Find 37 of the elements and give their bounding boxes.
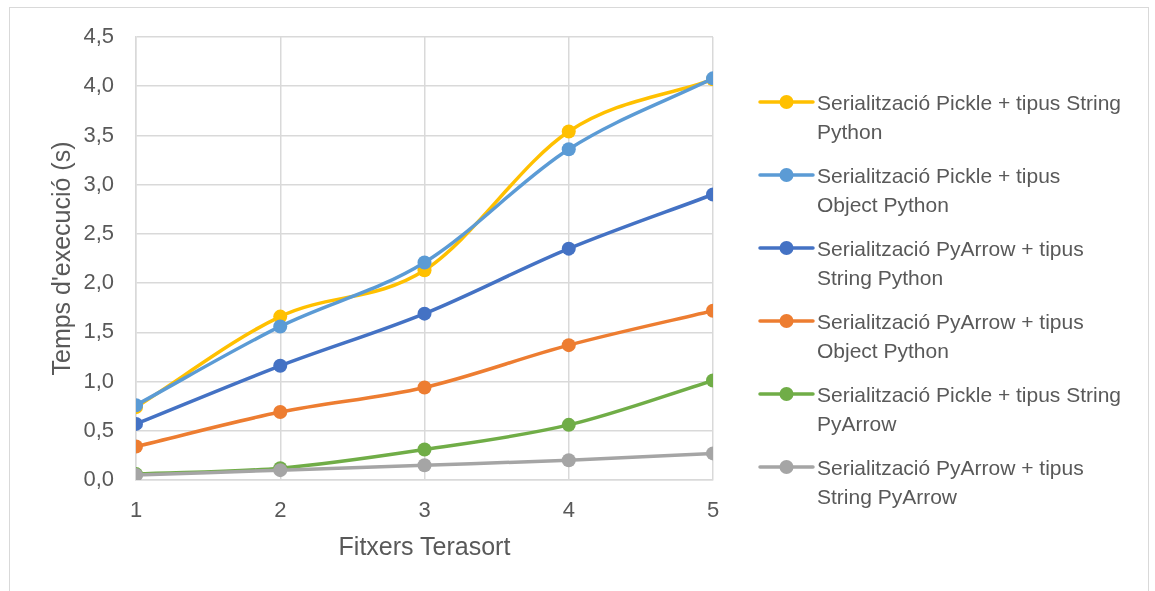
y-tick-label: 4,5 [83, 23, 114, 49]
point [273, 358, 288, 373]
y-tick-label: 0,0 [83, 466, 114, 492]
point [417, 255, 432, 270]
y-tick-label: 3,0 [83, 170, 114, 196]
point [273, 319, 288, 334]
point [561, 124, 576, 139]
legend-label: Serialització Pickle + tipus String Python [817, 90, 1122, 145]
y-tick-label: 0,5 [83, 416, 114, 442]
x-axis-title: Fitxers Terasort [338, 531, 511, 560]
point [417, 380, 432, 395]
y-tick-label: 1,5 [83, 318, 114, 344]
point [273, 405, 288, 420]
y-tick-label: 3,5 [83, 121, 114, 147]
y-tick-label: 1,0 [83, 367, 114, 393]
y-tick-label: 2,5 [83, 219, 114, 245]
point [417, 442, 432, 457]
point [561, 142, 576, 157]
point [561, 338, 576, 353]
x-tick-label: 2 [274, 497, 287, 523]
point [417, 306, 432, 321]
legend-label: Serialització Pickle + tipus String PyArrow [817, 382, 1122, 437]
x-tick-label: 3 [418, 497, 431, 523]
x-tick-label: 1 [129, 497, 143, 523]
x-tick-label: 4 [562, 497, 575, 523]
point [561, 417, 576, 432]
legend-label: Serialització Pickle + tipus Object Python [817, 163, 1062, 218]
point [417, 458, 432, 473]
point [561, 453, 576, 468]
legend-label: Serialització PyArrow + tipus Object Python [817, 309, 1085, 364]
y-axis-title: Temps d'execució (s) [46, 141, 75, 376]
point [561, 241, 576, 256]
legend-label: Serialització PyArrow + tipus String Python [817, 236, 1085, 291]
legend-label: Serialització PyArrow + tipus String PyArrow [817, 455, 1085, 510]
y-tick-label: 4,0 [83, 72, 114, 98]
y-tick-label: 2,0 [83, 269, 114, 295]
x-tick-label: 5 [706, 497, 720, 523]
